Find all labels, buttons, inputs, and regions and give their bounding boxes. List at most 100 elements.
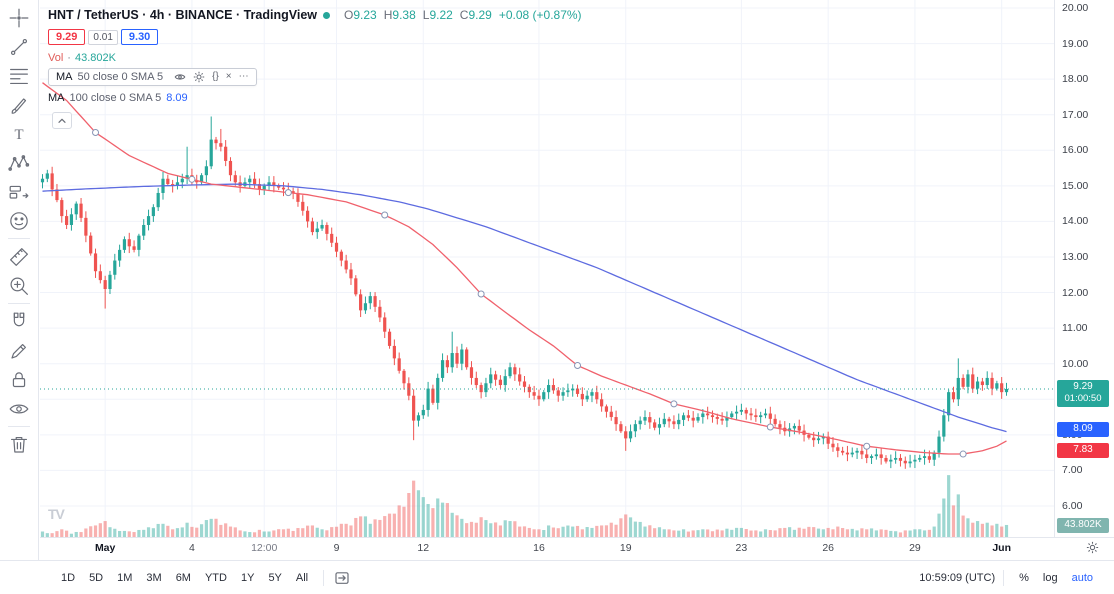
range-button-1m[interactable]: 1M bbox=[111, 569, 138, 587]
indicator-rows: MA 50 close 0 SMA 5 {} × ⋯ MA 100 close 0 SMA … bbox=[48, 68, 582, 106]
toolbar-separator bbox=[1003, 569, 1005, 586]
ohlc-close-label: C bbox=[459, 8, 469, 22]
drawing-toolbar: T bbox=[0, 0, 39, 560]
price-tick: 18.00 bbox=[1062, 73, 1089, 86]
time-tick: May bbox=[94, 542, 116, 554]
tradingview-watermark: TV bbox=[48, 506, 65, 522]
tool-forecast[interactable] bbox=[4, 177, 34, 206]
ohlc-change: +0.08 (+0.87%) bbox=[498, 8, 582, 22]
zoom-in-icon bbox=[6, 273, 32, 299]
indicator-remove-icon[interactable]: × bbox=[225, 71, 232, 82]
ohlc-low-label: L bbox=[422, 8, 430, 22]
brush-icon bbox=[6, 92, 32, 118]
tool-xabcd-pattern[interactable] bbox=[4, 148, 34, 177]
ma100-price-label: 8.09 bbox=[1057, 421, 1109, 437]
indicator-value: 8.09 bbox=[166, 92, 188, 104]
price-tick: 16.00 bbox=[1062, 144, 1089, 157]
ohlc-high-label: H bbox=[383, 8, 393, 22]
time-axis[interactable]: May 4 12:00 9 12 16 19 23 26 29 Jun bbox=[40, 537, 1114, 560]
tool-emoji[interactable] bbox=[4, 206, 34, 235]
ohlc-open-label: O bbox=[344, 8, 354, 22]
ohlc-open-value: 9.23 bbox=[353, 8, 377, 22]
time-tick: Jun bbox=[992, 542, 1011, 554]
hide-all-icon bbox=[6, 396, 32, 422]
range-button-1y[interactable]: 1Y bbox=[235, 569, 260, 587]
tool-trend-line[interactable] bbox=[4, 32, 34, 61]
indicator-params: 50 close 0 SMA 5 bbox=[77, 71, 164, 83]
buy-button[interactable]: 9.30 bbox=[120, 29, 159, 45]
ma100-line[interactable] bbox=[42, 183, 1007, 433]
sell-button[interactable]: 9.29 bbox=[48, 29, 86, 45]
indicator-row-ma-100[interactable]: MA 100 close 0 SMA 5 8.09 bbox=[48, 90, 188, 106]
axis-settings-gear-icon[interactable] bbox=[1086, 541, 1099, 554]
toolbar-group-separator bbox=[8, 426, 30, 427]
tool-brush[interactable] bbox=[4, 90, 34, 119]
ohlc-low-value: 9.22 bbox=[429, 8, 453, 22]
forecast-icon bbox=[6, 179, 32, 205]
time-tick: 26 bbox=[822, 542, 834, 554]
xabcd-pattern-icon bbox=[6, 150, 32, 176]
tool-zoom-in[interactable] bbox=[4, 271, 34, 300]
tool-lock-all[interactable] bbox=[4, 365, 34, 394]
text-icon: T bbox=[6, 121, 32, 147]
price-tick: 15.00 bbox=[1062, 179, 1089, 192]
ohlc-values: O9.23 H9.38 L9.22 C9.29 +0.08 (+0.87%) bbox=[344, 8, 582, 22]
tool-magnet[interactable] bbox=[4, 307, 34, 336]
price-tick: 20.00 bbox=[1062, 2, 1089, 14]
chart-canvas[interactable] bbox=[40, 0, 1054, 537]
measure-icon bbox=[6, 244, 32, 270]
price-tick: 13.00 bbox=[1062, 250, 1089, 263]
ohlc-close-value: 9.29 bbox=[468, 8, 492, 22]
volume-legend-row[interactable]: Vol · 43.802K bbox=[48, 52, 582, 64]
log-scale-button[interactable]: log bbox=[1042, 571, 1058, 584]
volume-layer bbox=[40, 475, 1009, 537]
tool-crosshair[interactable] bbox=[4, 3, 34, 32]
chart-pane: TV HNT / TetherUS · 4h · BINANCE · Tradi… bbox=[40, 0, 1114, 560]
clock[interactable]: 10:59:09 (UTC) bbox=[919, 571, 996, 584]
range-button-3m[interactable]: 3M bbox=[140, 569, 167, 587]
tool-measure[interactable] bbox=[4, 242, 34, 271]
range-button-all[interactable]: All bbox=[290, 569, 314, 587]
svg-text:T: T bbox=[14, 127, 23, 143]
price-tick: 14.00 bbox=[1062, 215, 1089, 228]
tool-drawing-mode[interactable] bbox=[4, 336, 34, 365]
indicator-settings-icon[interactable] bbox=[193, 71, 205, 83]
indicator-hide-icon[interactable] bbox=[174, 71, 186, 83]
indicator-row-ma-50[interactable]: MA 50 close 0 SMA 5 {} × ⋯ bbox=[48, 68, 257, 86]
tool-text[interactable]: T bbox=[4, 119, 34, 148]
percent-scale-button[interactable]: % bbox=[1019, 571, 1029, 584]
range-button-ytd[interactable]: YTD bbox=[199, 569, 233, 587]
go-to-date-button[interactable] bbox=[332, 568, 352, 588]
time-tick: 29 bbox=[909, 542, 921, 554]
tool-hide-all[interactable] bbox=[4, 394, 34, 423]
ma50-selection-handles bbox=[92, 128, 967, 458]
price-tick: 12.00 bbox=[1062, 286, 1089, 299]
toolbar-separator bbox=[323, 569, 325, 586]
fib-retracement-icon bbox=[6, 63, 32, 89]
tool-fib-retracement[interactable] bbox=[4, 61, 34, 90]
range-button-5d[interactable]: 5D bbox=[83, 569, 109, 587]
range-button-5y[interactable]: 5Y bbox=[262, 569, 287, 587]
range-button-6m[interactable]: 6M bbox=[170, 569, 197, 587]
indicator-params: 100 close 0 SMA 5 bbox=[69, 92, 162, 104]
indicator-actions: {} × ⋯ bbox=[174, 71, 249, 83]
ohlc-high-value: 9.38 bbox=[392, 8, 416, 22]
chart-legend: HNT / TetherUS · 4h · BINANCE · TradingV… bbox=[48, 6, 582, 129]
indicator-source-code-icon[interactable]: {} bbox=[212, 71, 219, 82]
candles-layer bbox=[40, 116, 1009, 469]
price-tick: 6.00 bbox=[1062, 499, 1083, 512]
price-tick: 11.00 bbox=[1062, 322, 1088, 335]
time-tick: 16 bbox=[533, 542, 545, 554]
price-tick: 19.00 bbox=[1062, 37, 1089, 50]
indicator-more-icon[interactable]: ⋯ bbox=[238, 71, 249, 82]
symbol-title[interactable]: HNT / TetherUS · 4h · BINANCE · TradingV… bbox=[48, 8, 318, 22]
price-axis[interactable]: 20.00 19.00 18.00 17.00 16.00 15.00 14.00 13.00… bbox=[1054, 0, 1114, 537]
legend-collapse-button[interactable] bbox=[52, 112, 72, 129]
time-tick: 23 bbox=[735, 542, 748, 554]
ma50-line[interactable] bbox=[42, 82, 1007, 455]
auto-scale-button[interactable]: auto bbox=[1071, 571, 1093, 584]
trend-line-icon bbox=[6, 34, 32, 60]
tool-remove-all[interactable] bbox=[4, 430, 34, 459]
range-button-1d[interactable]: 1D bbox=[55, 569, 81, 587]
